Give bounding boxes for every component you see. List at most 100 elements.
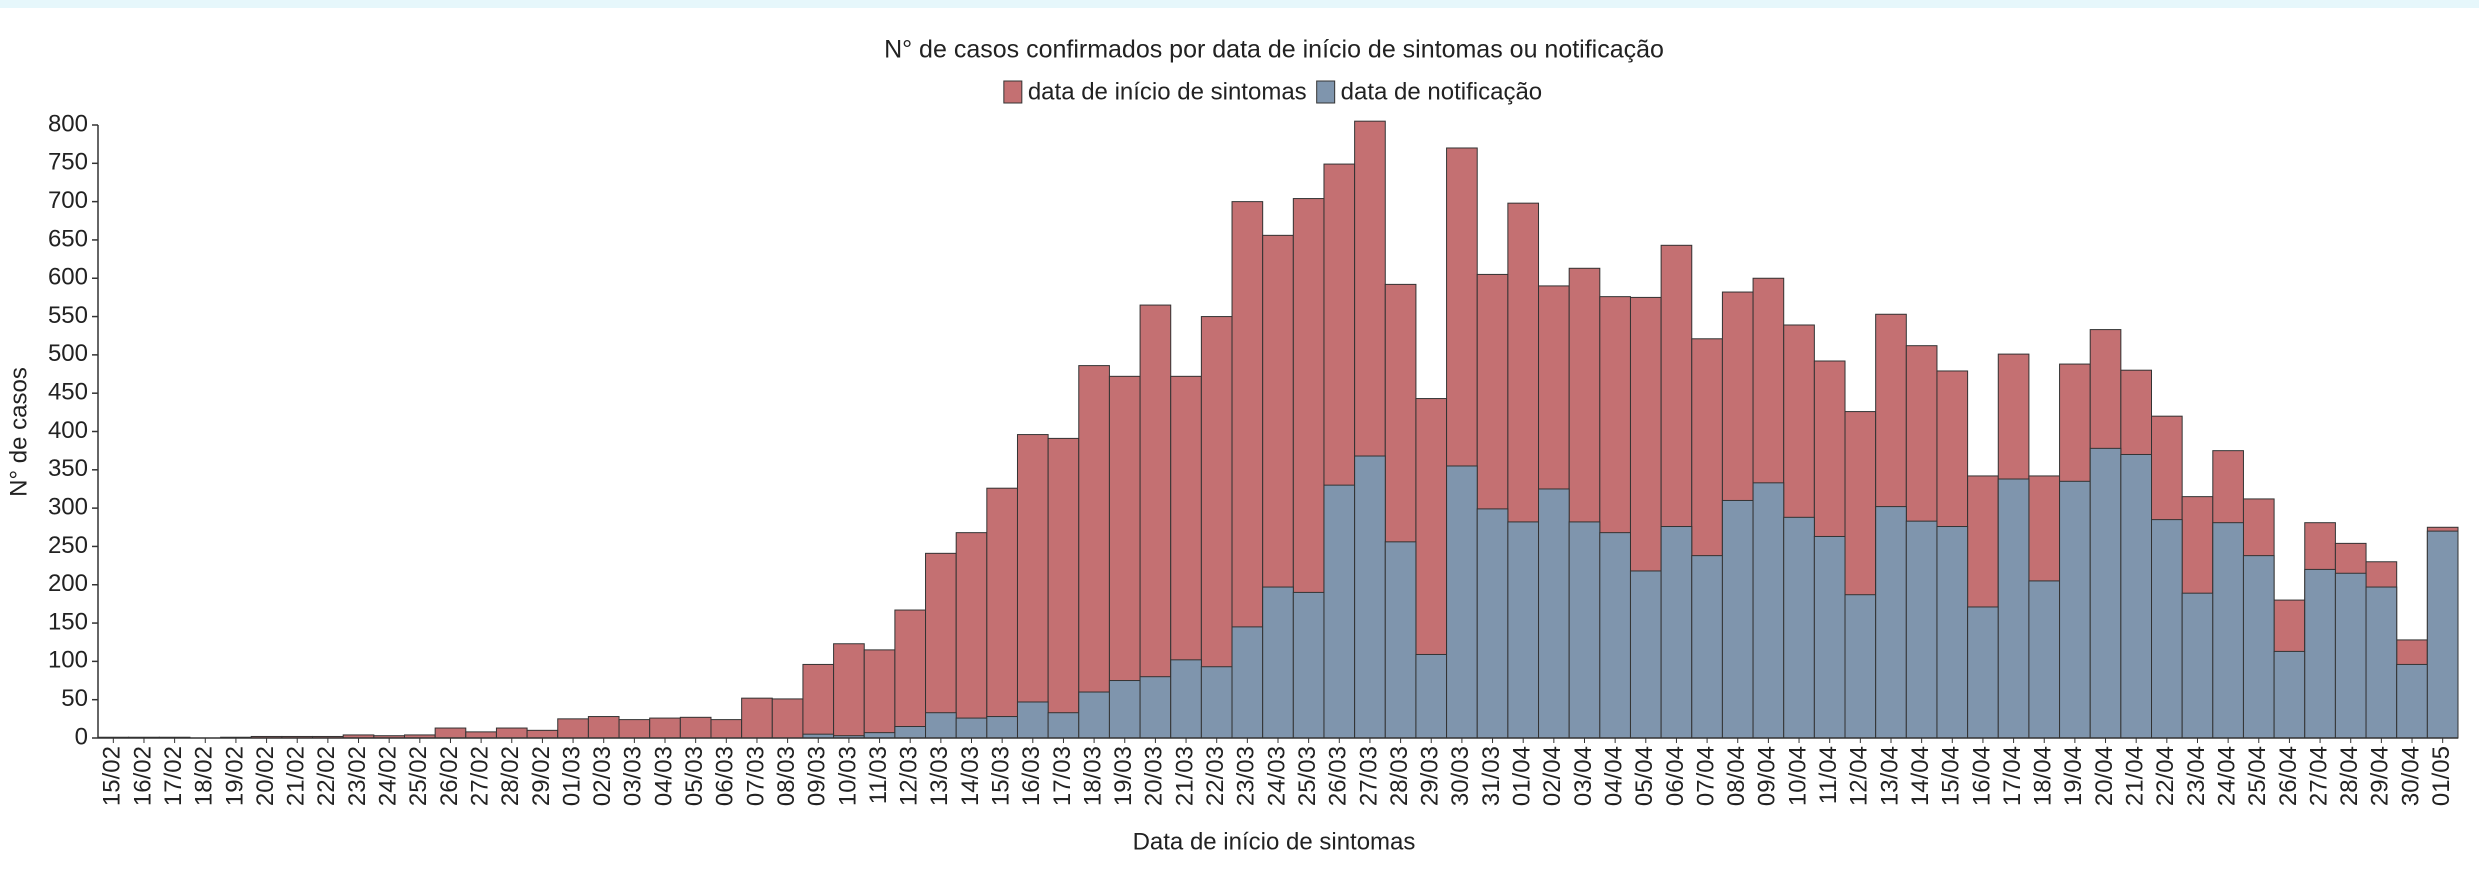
bar: [1905, 520, 1938, 739]
x-tick-label: 23/03: [1233, 746, 1260, 806]
chart-title: N° de casos confirmados por data de iníc…: [884, 36, 1664, 64]
x-tick-label: 27/04: [2305, 746, 2332, 806]
legend-label: data de notificação: [1341, 78, 1542, 105]
bar: [2120, 453, 2153, 739]
x-tick-label: 02/04: [1539, 746, 1566, 806]
y-tick-label: 550: [48, 302, 88, 329]
x-tick-label: 08/04: [1723, 746, 1750, 806]
top-strip: [0, 0, 2479, 8]
x-tick-label: 19/04: [2060, 746, 2087, 806]
x-tick-label: 24/03: [1263, 746, 1290, 806]
x-tick-label: 24/02: [375, 746, 402, 806]
bar: [2273, 650, 2306, 739]
bar: [526, 729, 559, 739]
bar: [894, 609, 927, 739]
bar: [649, 717, 681, 739]
bar: [1384, 541, 1417, 739]
x-tick-label: 10/03: [834, 746, 861, 806]
x-tick-label: 14/04: [1907, 746, 1934, 806]
bar: [833, 643, 865, 739]
x-tick-label: 04/03: [650, 746, 677, 806]
x-tick-label: 11/03: [865, 746, 892, 804]
x-tick-label: 23/02: [344, 746, 371, 806]
bar: [1200, 666, 1233, 739]
x-tick-label: 25/04: [2244, 746, 2271, 806]
x-tick-label: 07/04: [1692, 746, 1719, 806]
x-tick-label: 21/04: [2122, 746, 2149, 806]
bar: [1323, 484, 1356, 739]
x-tick-label: 18/03: [1079, 746, 1106, 806]
bar: [771, 698, 804, 739]
bar: [1875, 506, 1907, 739]
x-tick-label: 29/02: [528, 746, 555, 806]
bar: [1844, 594, 1877, 739]
x-tick-label: 21/02: [283, 746, 310, 806]
bar: [1476, 508, 1509, 739]
x-tick-label: 09/04: [1754, 746, 1781, 806]
bar: [1415, 653, 1448, 739]
bar: [2181, 592, 2214, 739]
bar: [1538, 488, 1570, 739]
bar: [1752, 482, 1785, 739]
x-tick-label: 16/02: [129, 746, 156, 806]
x-tick-label: 13/03: [926, 746, 953, 806]
y-tick-label: 300: [48, 493, 88, 520]
bar: [1507, 521, 1540, 739]
x-tick-label: 28/04: [2336, 746, 2363, 806]
bar: [618, 719, 651, 739]
bar: [1078, 365, 1110, 739]
bar: [1813, 535, 1846, 739]
x-tick-label: 19/03: [1110, 746, 1137, 806]
bar: [1783, 516, 1815, 739]
bar: [1016, 701, 1049, 739]
x-tick-label: 01/05: [2428, 746, 2455, 806]
bar: [2242, 555, 2275, 739]
x-tick-label: 29/04: [2367, 746, 2394, 806]
bar: [955, 532, 988, 739]
x-tick-label: 24/04: [2213, 746, 2240, 806]
x-tick-label: 17/04: [1999, 746, 2026, 806]
y-tick-label: 200: [48, 570, 88, 597]
y-tick-label: 600: [48, 264, 88, 291]
x-tick-label: 10/04: [1784, 746, 1811, 806]
x-tick-label: 20/03: [1141, 746, 1168, 806]
bar: [1967, 606, 1999, 739]
x-tick-label: 27/03: [1355, 746, 1382, 806]
bar: [1016, 434, 1049, 739]
x-tick-label: 05/03: [681, 746, 708, 806]
x-tick-label: 14/03: [957, 746, 984, 806]
x-tick-label: 01/03: [558, 746, 585, 806]
x-tick-label: 07/03: [742, 746, 769, 806]
x-tick-label: 03/03: [620, 746, 647, 806]
legend-swatch: [1316, 80, 1336, 104]
x-tick-label: 29/03: [1417, 746, 1444, 806]
bar: [2059, 480, 2091, 739]
x-tick-label: 12/04: [1846, 746, 1873, 806]
x-tick-label: 28/03: [1386, 746, 1413, 806]
y-tick-label: 100: [48, 647, 88, 674]
x-tick-label: 06/03: [712, 746, 739, 806]
y-tick-label: 450: [48, 379, 88, 406]
bar: [1078, 691, 1110, 739]
x-tick-label: 26/04: [2275, 746, 2302, 806]
x-tick-label: 26/03: [1325, 746, 1352, 806]
bar: [465, 731, 497, 739]
x-tick-label: 03/04: [1570, 746, 1597, 806]
x-tick-label: 18/04: [2030, 746, 2057, 806]
x-tick-label: 28/02: [497, 746, 524, 806]
y-tick-label: 0: [75, 723, 88, 750]
bar: [1292, 591, 1325, 739]
bar: [2365, 586, 2398, 739]
bar: [1691, 555, 1723, 739]
bar: [1354, 455, 1386, 739]
x-axis-title: Data de início de sintomas: [1133, 828, 1416, 855]
y-tick-label: 350: [48, 455, 88, 482]
y-tick-label: 150: [48, 608, 88, 635]
bar: [710, 719, 743, 739]
x-tick-label: 30/04: [2397, 746, 2424, 806]
bar: [1231, 626, 1264, 739]
x-tick-label: 31/03: [1478, 746, 1505, 806]
bar: [1936, 526, 1969, 739]
bar: [955, 717, 988, 739]
